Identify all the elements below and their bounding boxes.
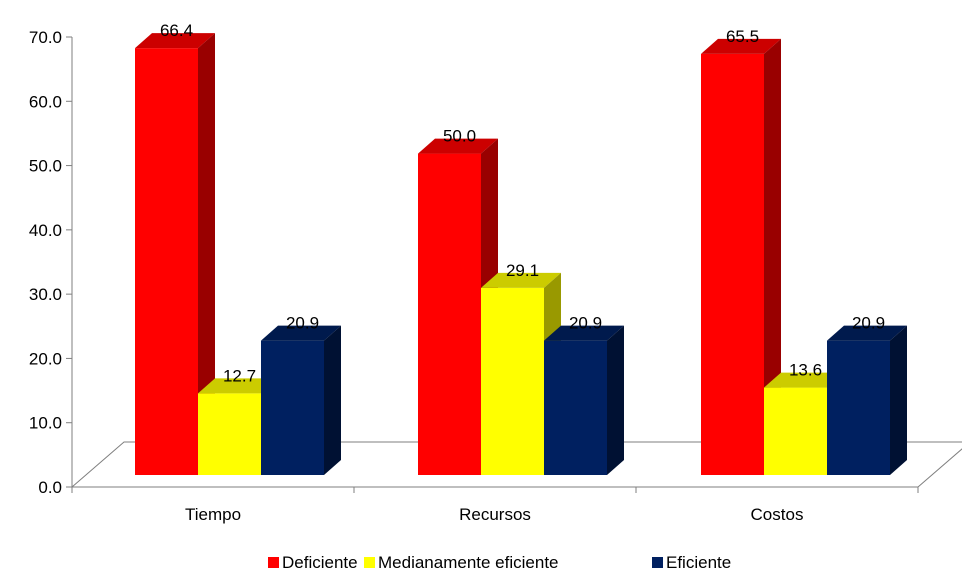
bar-front xyxy=(481,287,544,475)
legend-label: Deficiente xyxy=(282,553,358,572)
legend-label: Eficiente xyxy=(666,553,731,572)
legend-swatch xyxy=(364,557,375,568)
y-tick-label: 20.0 xyxy=(29,349,62,368)
bar-top xyxy=(827,325,907,341)
bar-side xyxy=(607,325,624,475)
bar xyxy=(544,325,624,475)
x-category-label: Costos xyxy=(751,505,804,524)
bar-top xyxy=(198,378,278,394)
data-label: 65.5 xyxy=(726,27,759,46)
bar-top xyxy=(481,272,561,288)
bar-front xyxy=(544,340,607,475)
y-tick-label: 50.0 xyxy=(29,157,62,176)
bar-top xyxy=(418,138,498,154)
chart-axes: 0.0 10.0 20.0 30.0 40.0 50.0 60.0 70.0 Tiempo Rec… xyxy=(29,28,919,524)
y-tick-label: 10.0 xyxy=(29,414,62,433)
bar-front xyxy=(701,53,764,476)
y-tick-label: 70.0 xyxy=(29,28,62,47)
bar-top xyxy=(764,372,844,388)
data-label: 20.9 xyxy=(569,314,602,333)
bar-top xyxy=(135,33,215,49)
bar-front xyxy=(135,48,198,476)
bar xyxy=(701,38,781,476)
data-label: 20.9 xyxy=(852,314,885,333)
bar-side xyxy=(198,33,215,476)
bar-front xyxy=(827,340,890,475)
data-label: 13.6 xyxy=(789,361,822,380)
data-label: 50.0 xyxy=(443,127,476,146)
x-category-label: Recursos xyxy=(459,505,531,524)
bar-front xyxy=(261,340,324,475)
bar-top xyxy=(261,325,341,341)
legend: Deficiente Medianamente eficiente Eficient… xyxy=(268,553,731,572)
y-tick-label: 40.0 xyxy=(29,221,62,240)
bar-front xyxy=(198,393,261,475)
y-tick-label: 60.0 xyxy=(29,92,62,111)
bar-side xyxy=(764,38,781,476)
legend-swatch xyxy=(652,557,663,568)
legend-label: Medianamente eficiente xyxy=(378,553,559,572)
bar-top xyxy=(544,325,624,341)
data-label: 12.7 xyxy=(223,366,256,385)
bar xyxy=(261,325,341,475)
legend-swatch xyxy=(268,557,279,568)
bar-side xyxy=(890,325,907,475)
bar-top xyxy=(701,38,781,54)
data-label: 66.4 xyxy=(160,21,193,40)
x-category-label: Tiempo xyxy=(185,505,241,524)
bar xyxy=(135,33,215,476)
bar-front xyxy=(418,153,481,476)
bar-front xyxy=(764,387,827,475)
y-tick-label: 0.0 xyxy=(38,478,62,497)
bar xyxy=(827,325,907,475)
y-tick-label: 30.0 xyxy=(29,285,62,304)
chart-bars xyxy=(135,33,907,476)
bar-side xyxy=(324,325,341,475)
data-label: 29.1 xyxy=(506,261,539,280)
data-label: 20.9 xyxy=(286,314,319,333)
data-labels: 66.4 12.7 20.9 50.0 29.1 20.9 65.5 13.6 20.9 xyxy=(160,21,885,385)
